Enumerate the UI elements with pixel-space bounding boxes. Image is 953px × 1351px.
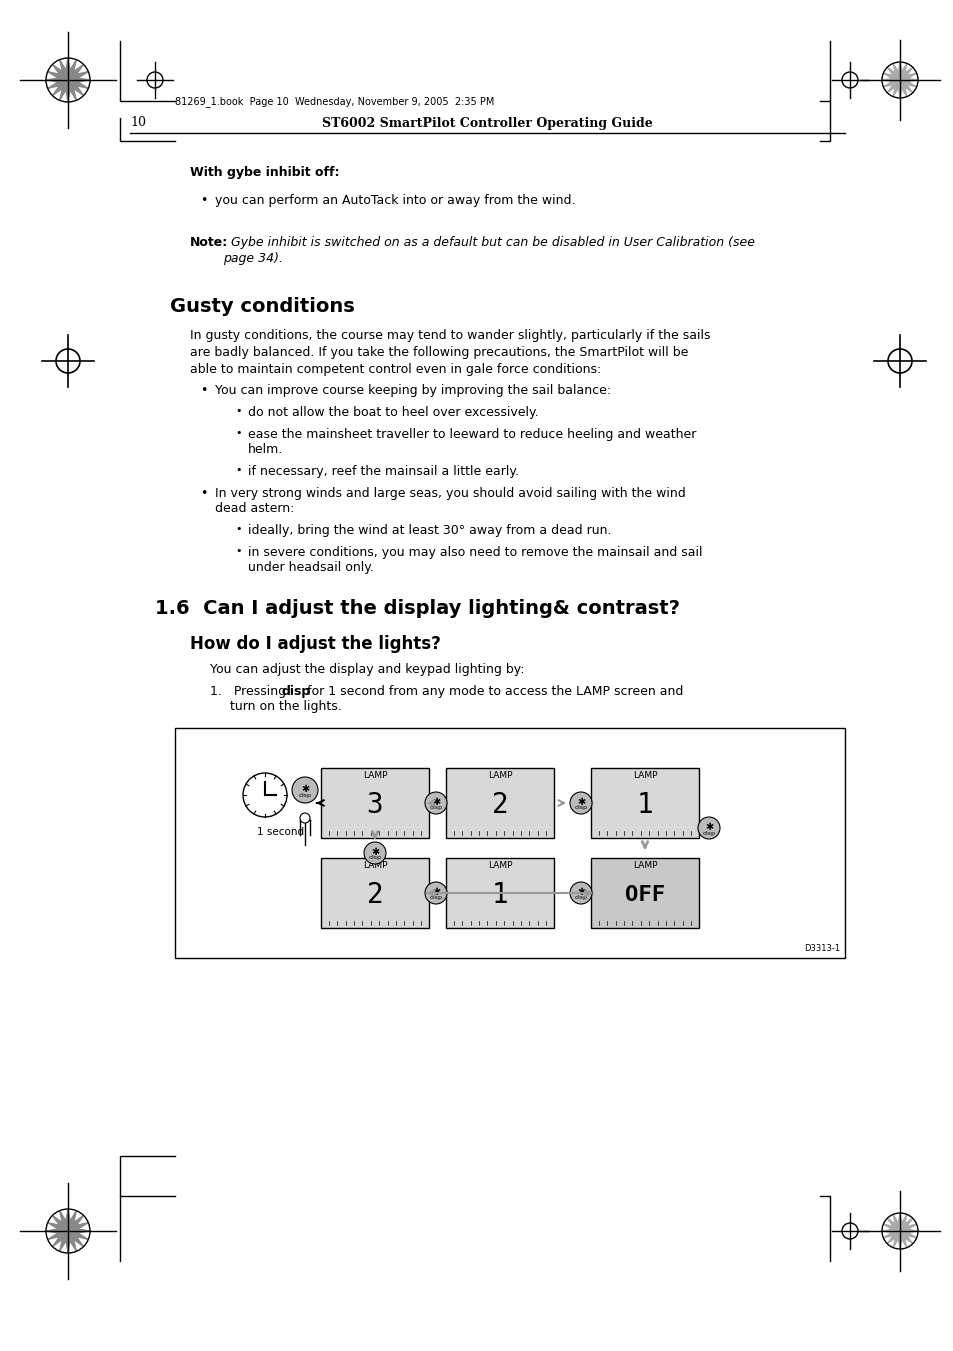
Text: How do I adjust the lights?: How do I adjust the lights? — [190, 635, 440, 653]
Text: LAMP: LAMP — [487, 771, 512, 781]
Text: helm.: helm. — [248, 443, 283, 457]
Text: 1: 1 — [491, 881, 508, 909]
Text: ideally, bring the wind at least 30° away from a dead run.: ideally, bring the wind at least 30° awa… — [248, 524, 611, 536]
Text: ✱: ✱ — [577, 797, 584, 807]
Text: you can perform an AutoTack into or away from the wind.: you can perform an AutoTack into or away… — [214, 195, 575, 207]
Text: LAMP: LAMP — [362, 771, 387, 781]
Bar — [174, 728, 844, 958]
Polygon shape — [46, 1209, 90, 1252]
Text: •: • — [234, 407, 241, 416]
Text: LAMP: LAMP — [632, 771, 657, 781]
Text: 1: 1 — [636, 790, 653, 819]
Text: turn on the lights.: turn on the lights. — [230, 700, 341, 713]
Text: ✱: ✱ — [704, 821, 712, 832]
Text: You can improve course keeping by improving the sail balance:: You can improve course keeping by improv… — [214, 384, 611, 397]
Text: 1.6  Can I adjust the display lighting& contrast?: 1.6 Can I adjust the display lighting& c… — [154, 598, 679, 617]
Text: are badly balanced. If you take the following precautions, the SmartPilot will b: are badly balanced. If you take the foll… — [190, 346, 688, 359]
Text: disp: disp — [368, 855, 381, 861]
Bar — [320, 858, 429, 928]
Text: under headsail only.: under headsail only. — [248, 561, 374, 574]
Bar — [446, 858, 554, 928]
Text: ✱: ✱ — [371, 847, 378, 857]
Text: •: • — [234, 465, 241, 476]
Text: disp: disp — [429, 805, 442, 811]
Text: ✱: ✱ — [432, 888, 439, 897]
Text: •: • — [200, 384, 207, 397]
Text: disp: disp — [574, 896, 587, 901]
Circle shape — [698, 817, 720, 839]
Text: ✱: ✱ — [432, 797, 439, 807]
Text: Gusty conditions: Gusty conditions — [170, 297, 355, 316]
Circle shape — [424, 882, 447, 904]
Text: 2: 2 — [491, 790, 508, 819]
Text: for 1 second from any mode to access the LAMP screen and: for 1 second from any mode to access the… — [303, 685, 682, 698]
Circle shape — [243, 773, 287, 817]
Text: In gusty conditions, the course may tend to wander slightly, particularly if the: In gusty conditions, the course may tend… — [190, 330, 710, 342]
Text: disp: disp — [298, 793, 312, 797]
Text: dead astern:: dead astern: — [214, 503, 294, 515]
Text: D3313-1: D3313-1 — [803, 944, 840, 952]
Text: do not allow the boat to heel over excessively.: do not allow the boat to heel over exces… — [248, 407, 538, 419]
Text: LAMP: LAMP — [632, 862, 657, 870]
Circle shape — [292, 777, 317, 802]
Text: ease the mainsheet traveller to leeward to reduce heeling and weather: ease the mainsheet traveller to leeward … — [248, 428, 696, 440]
Text: Note:: Note: — [190, 236, 228, 249]
Text: You can adjust the display and keypad lighting by:: You can adjust the display and keypad li… — [210, 663, 524, 676]
Circle shape — [299, 813, 310, 823]
Text: disp: disp — [574, 805, 587, 811]
Text: disp: disp — [282, 685, 311, 698]
Bar — [590, 767, 699, 838]
Polygon shape — [882, 1213, 917, 1250]
Text: 2: 2 — [366, 881, 383, 909]
Text: disp: disp — [429, 896, 442, 901]
Text: •: • — [200, 486, 207, 500]
Circle shape — [569, 882, 592, 904]
Text: •: • — [234, 428, 241, 438]
Bar — [446, 767, 554, 838]
Polygon shape — [882, 62, 917, 99]
Text: 10: 10 — [130, 116, 146, 130]
Text: 1.   Pressing: 1. Pressing — [210, 685, 290, 698]
Circle shape — [569, 792, 592, 815]
Bar — [320, 767, 429, 838]
Text: ✱: ✱ — [300, 784, 309, 794]
Polygon shape — [46, 58, 90, 101]
Text: OFF: OFF — [624, 885, 664, 905]
Text: •: • — [200, 195, 207, 207]
Text: able to maintain competent control even in gale force conditions:: able to maintain competent control even … — [190, 363, 600, 376]
Text: With gybe inhibit off:: With gybe inhibit off: — [190, 166, 339, 178]
Text: LAMP: LAMP — [487, 862, 512, 870]
Text: ST6002 SmartPilot Controller Operating Guide: ST6002 SmartPilot Controller Operating G… — [321, 116, 652, 130]
Text: page 34).: page 34). — [223, 253, 283, 265]
Text: in severe conditions, you may also need to remove the mainsail and sail: in severe conditions, you may also need … — [248, 546, 701, 559]
Text: 81269_1.book  Page 10  Wednesday, November 9, 2005  2:35 PM: 81269_1.book Page 10 Wednesday, November… — [174, 96, 494, 108]
Text: 1 second: 1 second — [256, 827, 304, 838]
Text: ✱: ✱ — [577, 888, 584, 897]
Text: •: • — [234, 524, 241, 534]
Text: if necessary, reef the mainsail a little early.: if necessary, reef the mainsail a little… — [248, 465, 518, 478]
Text: •: • — [234, 546, 241, 557]
Circle shape — [424, 792, 447, 815]
Text: In very strong winds and large seas, you should avoid sailing with the wind: In very strong winds and large seas, you… — [214, 486, 685, 500]
Circle shape — [364, 842, 386, 865]
Text: LAMP: LAMP — [362, 862, 387, 870]
Bar — [590, 858, 699, 928]
Text: Gybe inhibit is switched on as a default but can be disabled in User Calibration: Gybe inhibit is switched on as a default… — [223, 236, 754, 249]
Text: 3: 3 — [366, 790, 383, 819]
Text: disp: disp — [701, 831, 715, 835]
